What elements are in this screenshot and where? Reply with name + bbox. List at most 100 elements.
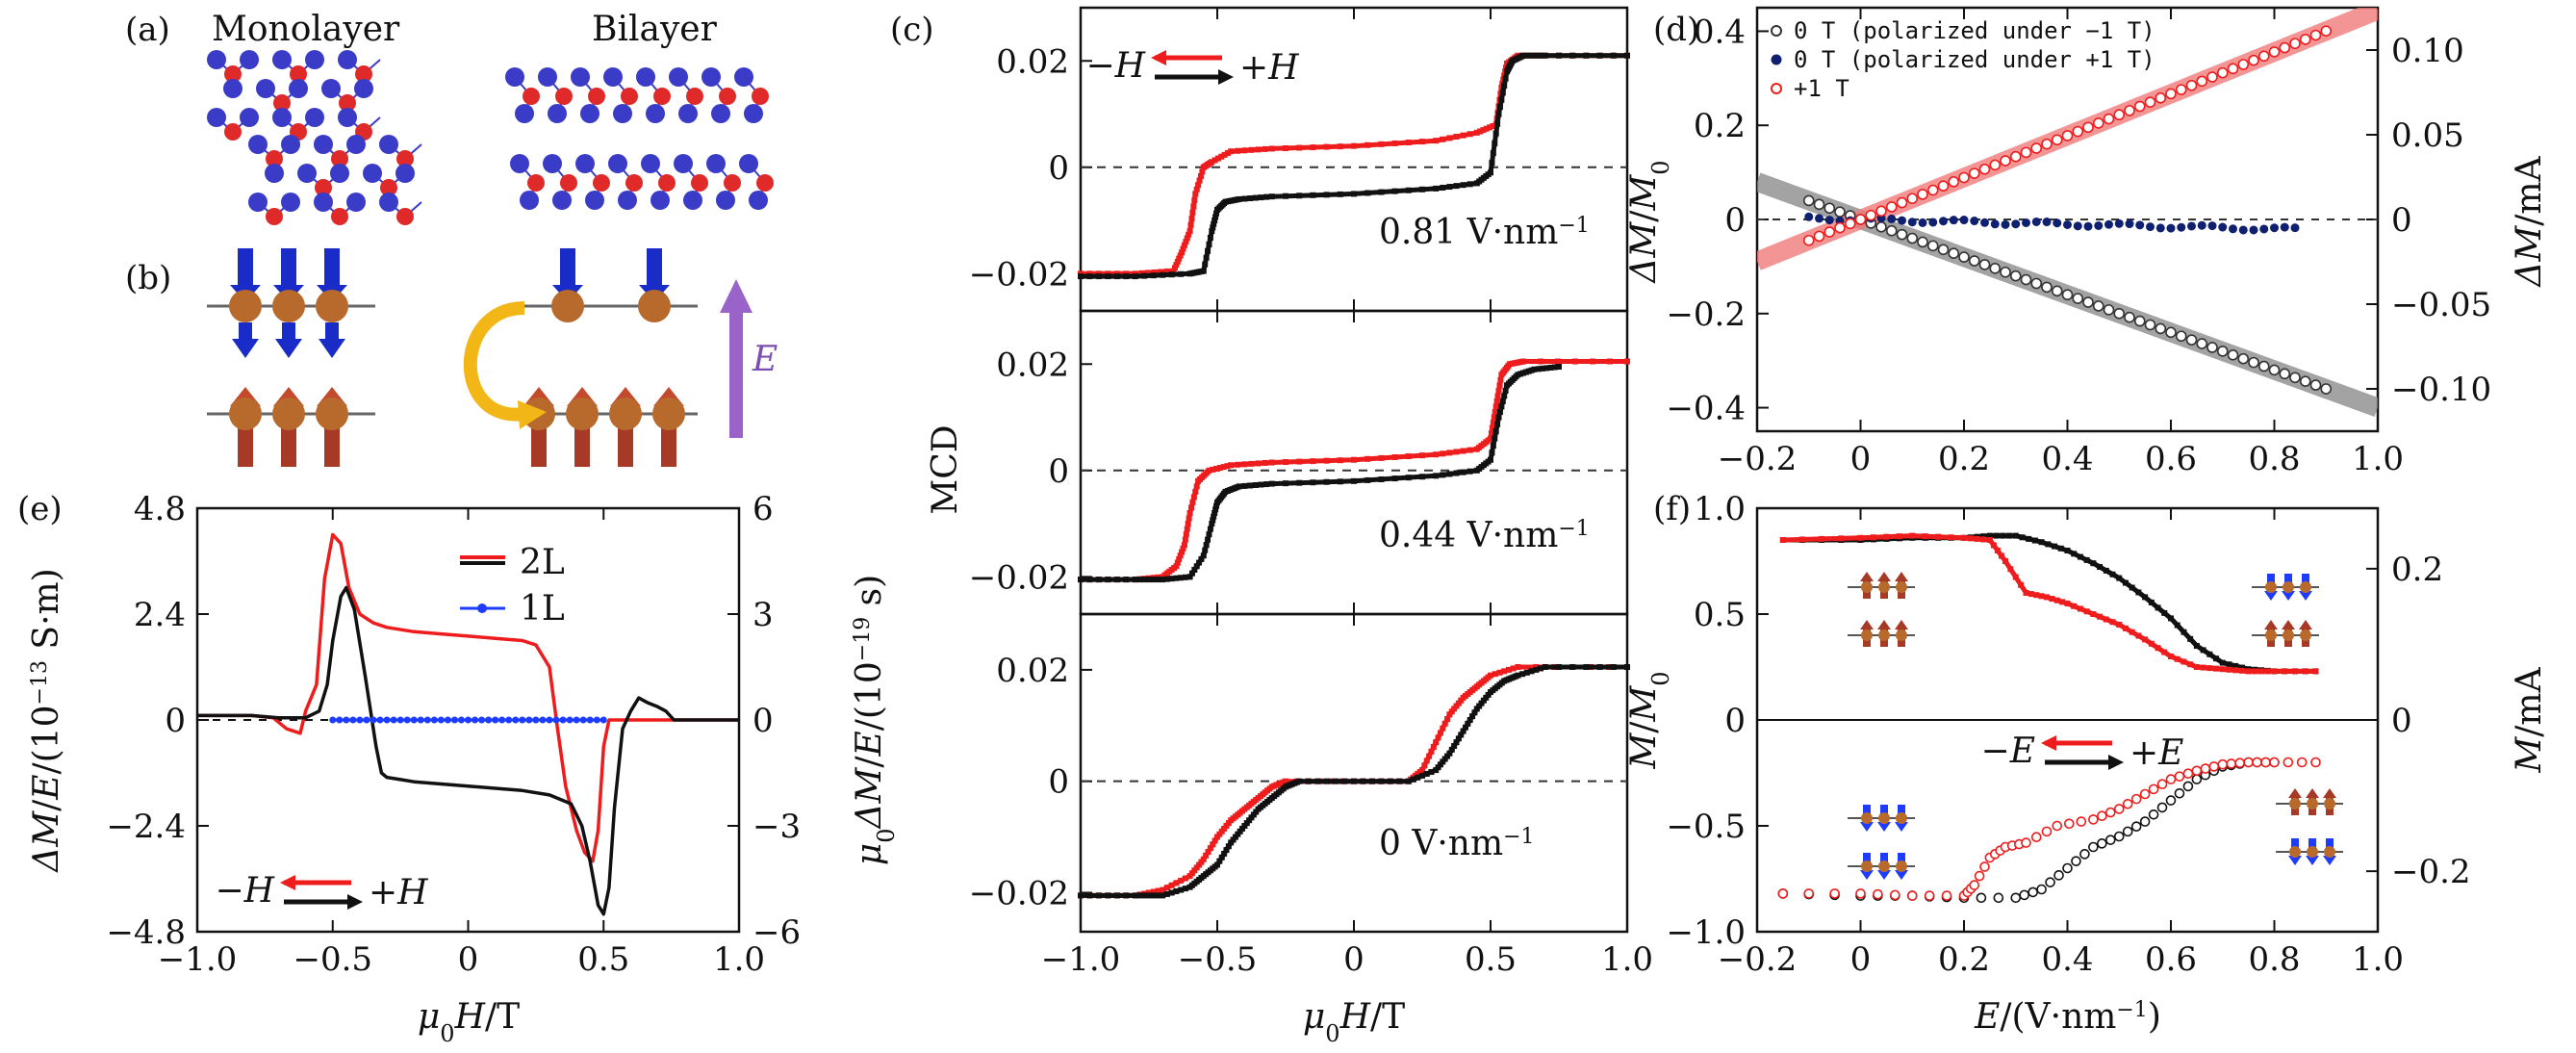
- data-point: [1492, 409, 1498, 415]
- data-point: [1491, 414, 1497, 421]
- data-point: [2312, 668, 2319, 675]
- data-point: [1206, 467, 1212, 474]
- data-point: [1241, 195, 1248, 202]
- spin-up-shaft: [661, 424, 676, 467]
- arrow-left-label: −H: [1085, 46, 1145, 86]
- spin-down-shaft: [324, 248, 340, 287]
- data-point: [1777, 888, 1789, 899]
- data-point: [329, 716, 337, 724]
- data-point: [1958, 171, 1970, 184]
- data-point: [2161, 649, 2168, 655]
- plot-d: −0.2 0 0.2 0.4 0.6 0.8 1.0 −0.4 −0.2 0 0.2 0.4 −0.10…: [1624, 6, 2549, 478]
- lattice-atom-red: [331, 150, 348, 167]
- data-point: [1203, 254, 1210, 261]
- data-point: [2187, 635, 2194, 642]
- data-point: [1496, 669, 1503, 676]
- data-point: [1189, 499, 1196, 505]
- data-point: [2296, 757, 2308, 768]
- data-point: [1205, 849, 1211, 856]
- xlabel-f: E/(V·nm−1): [1974, 997, 2161, 1037]
- lattice-atom-red: [355, 65, 372, 83]
- inset-f-top-left: [1848, 572, 1915, 647]
- data-point: [1538, 665, 1544, 672]
- data-point: [1471, 709, 1478, 716]
- data-point: [1556, 664, 1562, 670]
- plot-c: −0.02 0 0.02 0.81 V·nm−1 −0.02 0 0.02 0.44 V·nm…: [926, 6, 1653, 1047]
- data-point: [2191, 774, 2203, 784]
- inset-atom: [1878, 581, 1890, 593]
- data-point: [1337, 478, 1343, 485]
- data-point: [1779, 537, 1786, 543]
- data-point: [2090, 560, 2097, 567]
- spin-lower-down-head: [275, 339, 302, 358]
- data-point: [1247, 482, 1254, 489]
- inset-atom: [2300, 629, 2311, 641]
- lattice-atom-red: [756, 174, 774, 192]
- data-point: [2031, 217, 2041, 226]
- data-point: [2000, 155, 2011, 167]
- series-black: [197, 585, 739, 916]
- data-point: [1310, 458, 1316, 465]
- data-point: [1405, 475, 1412, 481]
- data-point: [2113, 109, 2126, 121]
- data-point: [1351, 477, 1357, 484]
- data-point: [1310, 144, 1316, 151]
- data-point: [1834, 221, 1846, 234]
- data-point: [1958, 251, 1970, 263]
- lattice-atom-red: [224, 123, 242, 141]
- legend-marker: [1771, 54, 1782, 65]
- data-point: [1160, 886, 1166, 893]
- data-point: [1535, 52, 1542, 59]
- data-point: [1173, 563, 1180, 570]
- data-point: [1170, 268, 1177, 274]
- arrow-right-label: +H: [1239, 48, 1299, 88]
- ylabel-d-text: ΔM/M0: [1624, 160, 1674, 284]
- data-point: [1190, 203, 1197, 210]
- lattice-atom-red: [396, 208, 414, 225]
- panel-label-c: (c): [890, 11, 934, 49]
- data-point: [1196, 559, 1203, 566]
- data-point: [2057, 545, 2064, 552]
- data-point: [1197, 173, 1204, 179]
- data-point: [1968, 255, 1980, 267]
- flip-arrow: [463, 301, 525, 422]
- data-point: [1141, 892, 1148, 899]
- data-point: [2208, 761, 2220, 772]
- monolayer-title: Monolayer: [212, 10, 400, 49]
- x-tick-label: 0: [1850, 940, 1872, 979]
- red-arrow-head: [2041, 735, 2056, 751]
- data-point: [1885, 224, 1898, 237]
- x-tick-label: 0.4: [2041, 940, 2093, 979]
- data-point: [599, 716, 607, 724]
- data-point: [2002, 558, 2008, 564]
- data-point: [1926, 240, 1939, 252]
- data-point: [1207, 235, 1213, 242]
- data-point: [2165, 88, 2177, 100]
- data-point: [1555, 358, 1562, 365]
- data-point: [1515, 664, 1521, 670]
- data-point: [1467, 717, 1473, 723]
- data-point: [1444, 716, 1451, 723]
- data-point: [1488, 672, 1493, 679]
- data-point: [2174, 787, 2185, 799]
- data-point: [1928, 218, 1938, 227]
- data-point: [1426, 753, 1433, 759]
- data-point: [1492, 435, 1498, 442]
- data-point: [2097, 810, 2107, 822]
- data-point: [1446, 471, 1453, 477]
- lattice-atom-red: [555, 88, 573, 105]
- data-point: [539, 716, 547, 724]
- data-point: [1113, 273, 1120, 280]
- data-point: [1105, 892, 1111, 899]
- data-point: [1180, 245, 1186, 252]
- data-point: [1624, 358, 1630, 365]
- efield-sweep-annotation-f: −E +E: [1981, 732, 2184, 773]
- data-point: [1551, 364, 1558, 371]
- data-point: [1531, 366, 1538, 372]
- data-point: [1451, 743, 1458, 750]
- data-point: [1918, 218, 1927, 227]
- data-point: [2196, 338, 2208, 349]
- data-point: [1310, 479, 1316, 486]
- data-point: [2028, 591, 2034, 598]
